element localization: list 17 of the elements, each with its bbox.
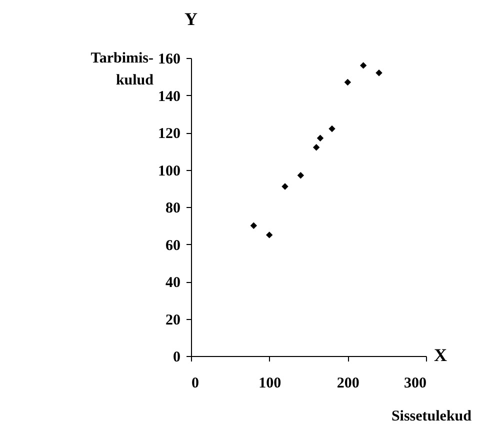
x-tick-label: 300 <box>404 376 426 392</box>
x-tick-label: 0 <box>192 376 199 392</box>
x-tick-label: 200 <box>336 376 360 392</box>
y-tick-label: 80 <box>166 200 180 216</box>
y-tick-label: 0 <box>173 350 180 366</box>
y-tick-label: 100 <box>158 163 180 180</box>
x-axis-title: Sissetulekud <box>391 408 472 424</box>
y-tick-label: 60 <box>166 238 180 254</box>
x-tick-label: 100 <box>258 376 282 392</box>
text: Y <box>184 9 198 29</box>
y-tick-label: 20 <box>166 312 180 328</box>
y-axis-title: Tarbimis- kulud <box>90 50 154 88</box>
y-tick-label: 140 <box>158 88 180 105</box>
y-tick-label: 160 <box>158 52 180 68</box>
y-tick-label: 120 <box>158 126 180 142</box>
y-tick-label: 40 <box>166 275 180 291</box>
text: X <box>434 345 447 365</box>
